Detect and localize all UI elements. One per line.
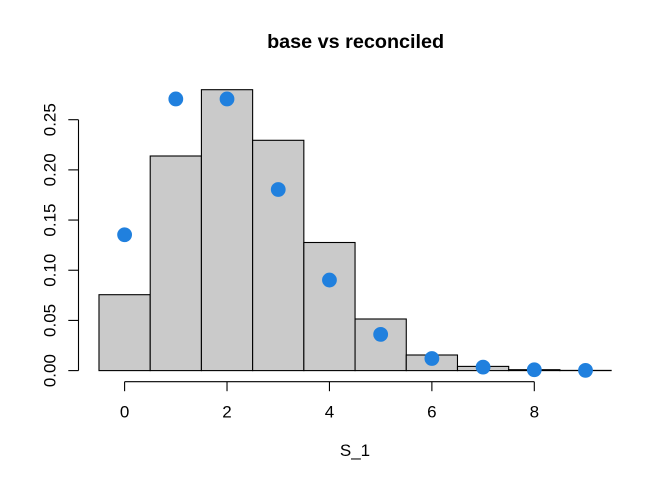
svg-text:0.00: 0.00 [41, 354, 60, 387]
svg-text:8: 8 [530, 402, 539, 421]
svg-text:0: 0 [120, 402, 129, 421]
svg-text:0.05: 0.05 [41, 304, 60, 337]
svg-text:0.20: 0.20 [41, 153, 60, 186]
svg-text:6: 6 [427, 402, 436, 421]
svg-text:2: 2 [222, 402, 231, 421]
svg-text:S_1: S_1 [340, 441, 370, 460]
svg-text:0.10: 0.10 [41, 254, 60, 287]
svg-text:4: 4 [325, 402, 334, 421]
svg-text:0.25: 0.25 [41, 103, 60, 136]
svg-text:0.15: 0.15 [41, 204, 60, 237]
svg-text:base vs reconciled: base vs reconciled [267, 31, 444, 53]
